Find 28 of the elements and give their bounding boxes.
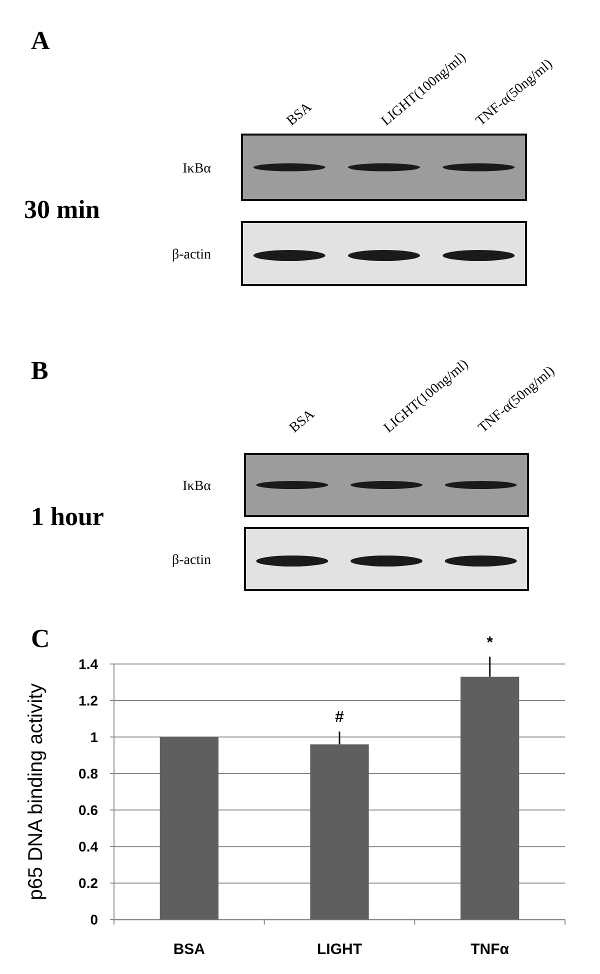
x-tick-label: BSA xyxy=(173,941,206,958)
text: A xyxy=(31,26,50,55)
text: 1 hour xyxy=(31,502,104,531)
bar xyxy=(310,744,369,920)
text: B xyxy=(31,356,48,385)
y-tick-label: 1.4 xyxy=(78,656,98,672)
y-tick-label: 0.2 xyxy=(78,874,98,891)
category-label: β-actin xyxy=(172,248,211,262)
y-tick-label: 0.8 xyxy=(78,765,98,782)
category-label: β-actin xyxy=(172,553,211,568)
bar xyxy=(160,737,218,920)
y-tick-label: 1.2 xyxy=(78,692,98,708)
y-axis-title: p65 DNA binding activity xyxy=(25,683,47,900)
category-label: IκBα xyxy=(182,479,211,494)
y-tick-label: 1 xyxy=(90,728,98,745)
category-label: BSA xyxy=(287,406,318,436)
x-tick-label: TNFα xyxy=(470,941,510,958)
y-tick-label: 0.4 xyxy=(78,838,98,854)
y-tick-label: 0.6 xyxy=(78,802,98,818)
bar xyxy=(460,676,520,920)
annotation: # xyxy=(335,709,344,726)
category-label: IκBα xyxy=(182,161,211,176)
text: 30 min xyxy=(24,195,100,224)
chart-title: C xyxy=(31,624,50,653)
category-label: BSA xyxy=(284,99,316,130)
text: * xyxy=(486,634,494,652)
x-tick-label: LIGHT xyxy=(317,941,362,958)
y-tick-label: 0 xyxy=(90,912,98,928)
